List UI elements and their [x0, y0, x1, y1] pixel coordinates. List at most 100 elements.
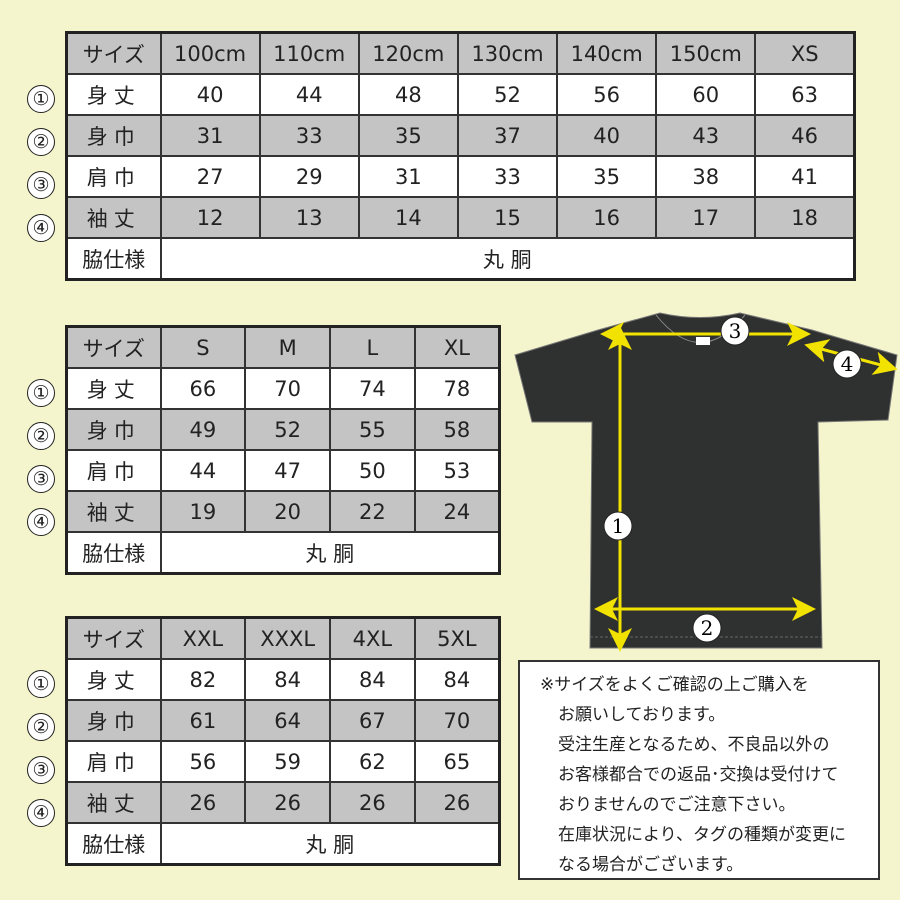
value-cell: 41 [754, 155, 856, 198]
value-cell: 70 [413, 699, 501, 742]
value-cell: 84 [329, 658, 416, 701]
header-cell: サイズ [65, 325, 162, 369]
value-cell: 31 [159, 114, 261, 157]
header-cell: 4XL [329, 616, 416, 660]
row-marker-4: ④ [27, 799, 55, 827]
row-marker-2: ② [27, 713, 55, 741]
header-cell: M [244, 325, 331, 369]
row-marker-3: ③ [27, 465, 55, 493]
table-row: 袖丈 12 13 14 15 16 17 18 [65, 196, 856, 239]
row-label: 袖丈 [65, 196, 162, 239]
tag-icon [696, 337, 710, 345]
table-row: 袖丈 26 26 26 26 [65, 781, 501, 824]
value-cell: 33 [456, 155, 559, 198]
row-marker-3: ③ [27, 171, 55, 199]
row-marker-1: ① [27, 85, 55, 113]
side-spec-value: 丸 胴 [159, 531, 501, 575]
value-cell: 52 [456, 73, 559, 116]
row-label: 肩巾 [65, 449, 162, 492]
value-cell: 48 [357, 73, 459, 116]
notice-line: おりませんのでご注意下さい。 [558, 795, 796, 815]
header-cell: サイズ [65, 31, 162, 75]
value-cell: 26 [159, 781, 247, 824]
value-cell: 26 [329, 781, 416, 824]
value-cell: 82 [159, 658, 247, 701]
header-cell: L [329, 325, 416, 369]
value-cell: 63 [754, 73, 856, 116]
marker-1: 1 [603, 511, 633, 541]
value-cell: 56 [159, 740, 247, 783]
value-cell: 60 [655, 73, 757, 116]
value-cell: 43 [655, 114, 757, 157]
row-label: 肩巾 [65, 740, 162, 783]
svg-text:2: 2 [701, 616, 714, 640]
value-cell: 35 [556, 155, 658, 198]
header-cell: XL [413, 325, 501, 369]
value-cell: 31 [357, 155, 459, 198]
header-cell: XXL [159, 616, 247, 660]
svg-text:1: 1 [612, 514, 625, 538]
size-table: サイズ XXL XXXL 4XL 5XL 身丈 82 84 84 84 身巾 61 64 67 70 肩巾 56… [65, 616, 501, 866]
header-cell: S [159, 325, 247, 369]
row-marker-3: ③ [27, 756, 55, 784]
value-cell: 59 [244, 740, 331, 783]
value-cell: 58 [413, 408, 501, 451]
row-label: 袖丈 [65, 781, 162, 824]
row-label: 身丈 [65, 658, 162, 701]
value-cell: 20 [244, 490, 331, 533]
value-cell: 37 [456, 114, 559, 157]
header-row: サイズ XXL XXXL 4XL 5XL [65, 616, 501, 660]
row-label: 袖丈 [65, 490, 162, 533]
side-spec-label: 脇仕様 [65, 822, 162, 866]
row-label: 肩巾 [65, 155, 162, 198]
row-label: 身丈 [65, 367, 162, 410]
value-cell: 64 [244, 699, 331, 742]
row-marker-1: ① [27, 670, 55, 698]
header-cell: サイズ [65, 616, 162, 660]
table-row: 肩巾 27 29 31 33 35 38 41 [65, 155, 856, 198]
table-row: 肩巾 56 59 62 65 [65, 740, 501, 783]
side-spec-value: 丸 胴 [159, 237, 856, 281]
header-row: サイズ 100cm 110cm 120cm 130cm 140cm 150cm XS [65, 31, 856, 75]
table-row: 身巾 49 52 55 58 [65, 408, 501, 451]
value-cell: 15 [456, 196, 559, 239]
notice-line: お客様都合での返品･交換は受付けて [558, 765, 839, 785]
notice-box: ※サイズをよくご確認の上ご購入を お願いしております。 受注生産となるため、不良… [518, 660, 880, 880]
row-marker-2: ② [27, 422, 55, 450]
size-table: サイズ 100cm 110cm 120cm 130cm 140cm 150cm XS 身丈 40 4… [65, 31, 856, 281]
table-row: 身丈 40 44 48 52 56 60 63 [65, 73, 856, 116]
value-cell: 47 [244, 449, 331, 492]
value-cell: 35 [357, 114, 459, 157]
value-cell: 16 [556, 196, 658, 239]
side-spec-label: 脇仕様 [65, 531, 162, 575]
value-cell: 13 [258, 196, 360, 239]
value-cell: 18 [754, 196, 856, 239]
table-row: 身巾 61 64 67 70 [65, 699, 501, 742]
row-label: 身巾 [65, 114, 162, 157]
value-cell: 27 [159, 155, 261, 198]
value-cell: 56 [556, 73, 658, 116]
side-spec-row: 脇仕様丸 胴 [65, 237, 856, 281]
svg-text:3: 3 [729, 319, 742, 343]
value-cell: 17 [655, 196, 757, 239]
value-cell: 74 [329, 367, 416, 410]
table-row: 袖丈 19 20 22 24 [65, 490, 501, 533]
notice-line: お願いしております。 [558, 705, 726, 725]
svg-text:4: 4 [841, 352, 854, 376]
row-marker-2: ② [27, 128, 55, 156]
value-cell: 66 [159, 367, 247, 410]
value-cell: 65 [413, 740, 501, 783]
value-cell: 78 [413, 367, 501, 410]
value-cell: 46 [754, 114, 856, 157]
notice-line: なる場合がございます。 [558, 855, 744, 875]
row-marker-1: ① [27, 379, 55, 407]
value-cell: 52 [244, 408, 331, 451]
value-cell: 22 [329, 490, 416, 533]
row-label: 身巾 [65, 408, 162, 451]
header-cell: 5XL [413, 616, 501, 660]
value-cell: 49 [159, 408, 247, 451]
row-marker-4: ④ [27, 508, 55, 536]
value-cell: 53 [413, 449, 501, 492]
value-cell: 67 [329, 699, 416, 742]
